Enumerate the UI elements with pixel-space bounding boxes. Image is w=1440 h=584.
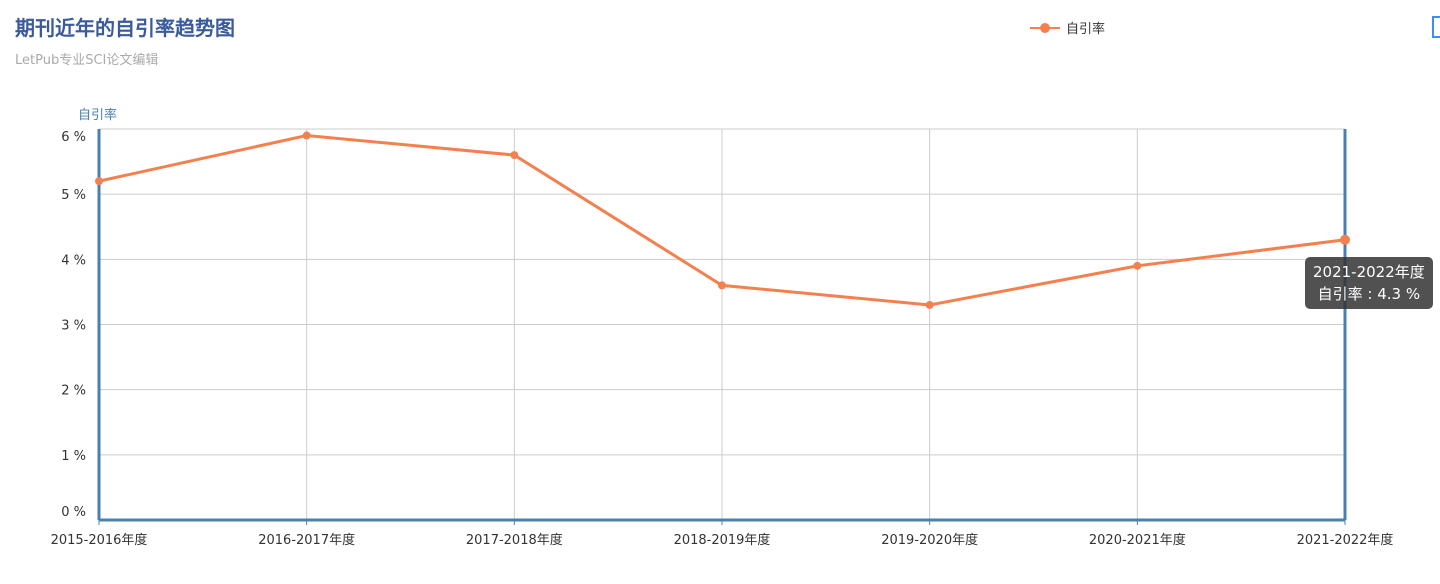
y-axis-title: 自引率 — [78, 107, 117, 123]
x-tick-label: 2018-2019年度 — [674, 532, 771, 548]
x-tick-label: 2021-2022年度 — [1297, 532, 1394, 548]
tooltip-category: 2021-2022年度 — [1313, 263, 1425, 281]
data-point — [95, 177, 103, 186]
chart-title: 期刊近年的自引率趋势图 — [15, 16, 235, 40]
y-tick-label: 2 % — [61, 384, 86, 399]
y-tick-label: 1 % — [61, 449, 86, 464]
data-point — [718, 281, 726, 290]
legend-label: 自引率 — [1066, 22, 1106, 37]
chart-subtitle: LetPub专业SCI论文编辑 — [15, 53, 159, 68]
line-circle-icon — [1030, 22, 1060, 33]
x-tick-label: 2019-2020年度 — [881, 532, 978, 548]
y-tick-label: 3 % — [61, 319, 86, 334]
x-tick-label: 2015-2016年度 — [51, 532, 148, 548]
y-tick-label: 6 % — [61, 130, 86, 145]
y-tick-label: 4 % — [61, 253, 86, 268]
tooltip-value: 自引率 : 4.3 % — [1317, 285, 1421, 303]
data-point — [1340, 234, 1350, 245]
y-tick-label: 0 % — [61, 505, 86, 520]
tooltip: 2021-2022年度 自引率 : 4.3 % — [1305, 257, 1433, 309]
legend-item[interactable]: 自引率 — [1030, 18, 1105, 37]
y-tick-label: 5 % — [61, 188, 86, 203]
data-point — [510, 151, 519, 160]
save-image-icon[interactable] — [1432, 16, 1440, 38]
data-point — [1133, 261, 1142, 270]
data-point — [925, 300, 934, 309]
data-point — [302, 131, 311, 140]
x-tick-label: 2017-2018年度 — [466, 532, 563, 548]
x-tick-label: 2016-2017年度 — [258, 532, 355, 548]
x-tick-label: 2020-2021年度 — [1089, 532, 1186, 548]
